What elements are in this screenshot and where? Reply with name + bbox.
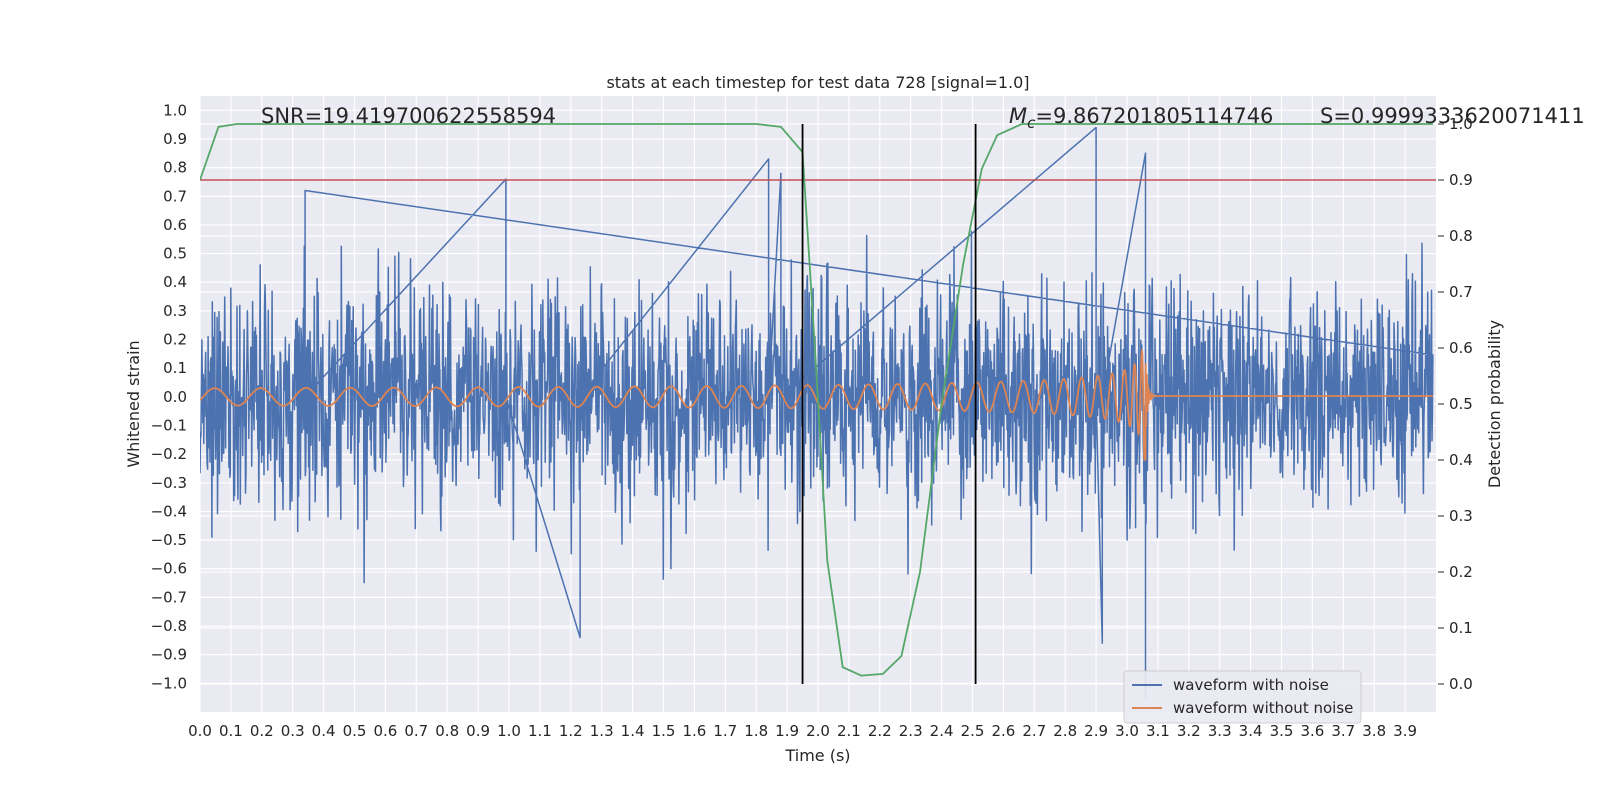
series-detection-probability xyxy=(200,123,1433,677)
x-tick-label: 0.3 xyxy=(281,722,305,740)
x-tick-label: 1.8 xyxy=(744,722,768,740)
x-tick-label: 3.1 xyxy=(1146,722,1170,740)
x-tick-label: 2.0 xyxy=(806,722,830,740)
x-tick-label: 3.9 xyxy=(1393,722,1417,740)
mc-subscript: c xyxy=(1027,114,1036,132)
x-tick-label: 0.4 xyxy=(312,722,336,740)
x-tick-label: 2.6 xyxy=(991,722,1015,740)
y-tick-label: −0.5 xyxy=(151,531,187,549)
x-tick-label: 0.5 xyxy=(343,722,367,740)
y-tick-label: 1.0 xyxy=(163,101,187,119)
x-tick-label: 1.3 xyxy=(590,722,614,740)
x-tick-label: 3.4 xyxy=(1239,722,1263,740)
x-tick-label: 0.8 xyxy=(435,722,459,740)
x-tick-label: 1.6 xyxy=(682,722,706,740)
series-waveform-with-noise xyxy=(200,126,1434,699)
y-axis-label: Whitened strain xyxy=(124,340,143,467)
x-tick-label: 1.1 xyxy=(528,722,552,740)
x-tick-label: 0.7 xyxy=(404,722,428,740)
y-tick-label: 0.7 xyxy=(163,187,187,205)
y2-tick-label: 0.5 xyxy=(1449,395,1473,413)
y-tick-label: −0.3 xyxy=(151,474,187,492)
x-tick-label: 1.9 xyxy=(775,722,799,740)
x-tick-label: 0.0 xyxy=(188,722,212,740)
y-tick-label: 0.5 xyxy=(163,245,187,263)
x-tick-label: 2.2 xyxy=(868,722,892,740)
x-tick-label: 3.2 xyxy=(1177,722,1201,740)
y-tick-label: −0.1 xyxy=(151,416,187,434)
y-tick-label: 0.2 xyxy=(163,331,187,349)
x-tick-label: 1.5 xyxy=(652,722,676,740)
mc-value: =9.867201805114746 xyxy=(1035,104,1273,128)
legend: waveform with noise waveform without noi… xyxy=(1123,670,1362,724)
x-tick-label: 3.5 xyxy=(1270,722,1294,740)
y-tick-label: −0.8 xyxy=(151,617,187,635)
x-tick-label: 2.1 xyxy=(837,722,861,740)
mc-annotation: Mc=9.867201805114746 xyxy=(1009,104,1273,132)
x-tick-label: 1.4 xyxy=(621,722,645,740)
y-tick-label: −0.6 xyxy=(151,560,187,578)
y2-tick-label: 0.0 xyxy=(1449,675,1473,693)
x-tick-label: 2.5 xyxy=(961,722,985,740)
x-tick-label: 3.7 xyxy=(1331,722,1355,740)
y-tick-label: 0.1 xyxy=(163,359,187,377)
y2-tick-label: 0.7 xyxy=(1449,283,1473,301)
y2-tick-label: 0.2 xyxy=(1449,563,1473,581)
y-tick-label: 0.0 xyxy=(163,388,187,406)
mc-symbol: M xyxy=(1009,104,1027,128)
x-tick-label: 0.6 xyxy=(373,722,397,740)
y-tick-label: 0.4 xyxy=(163,273,187,291)
x-tick-label: 2.8 xyxy=(1053,722,1077,740)
y-tick-label: −0.9 xyxy=(151,646,187,664)
y2-tick-label: 0.6 xyxy=(1449,339,1473,357)
x-tick-label: 0.1 xyxy=(219,722,243,740)
x-tick-label: 1.7 xyxy=(713,722,737,740)
x-tick-label: 1.0 xyxy=(497,722,521,740)
y2-tick-label: 0.1 xyxy=(1449,619,1473,637)
x-tick-label: 0.2 xyxy=(250,722,274,740)
y2-tick-label: 0.4 xyxy=(1449,451,1473,469)
x-axis-label: Time (s) xyxy=(784,746,850,765)
y-tick-label: −0.7 xyxy=(151,588,187,606)
x-tick-label: 0.9 xyxy=(466,722,490,740)
legend-label-clean: waveform without noise xyxy=(1173,699,1353,717)
y2-tick-label: 0.9 xyxy=(1449,171,1473,189)
x-tick-label: 3.6 xyxy=(1300,722,1324,740)
x-tick-label: 3.0 xyxy=(1115,722,1139,740)
x-tick-label: 2.7 xyxy=(1022,722,1046,740)
y2-tick-label: 0.3 xyxy=(1449,507,1473,525)
y2-tick-label: 1.0 xyxy=(1449,115,1473,133)
x-tick-label: 2.3 xyxy=(899,722,923,740)
y-tick-label: 0.3 xyxy=(163,302,187,320)
snr-annotation: SNR=19.419700622558594 xyxy=(261,104,556,128)
x-tick-label: 2.9 xyxy=(1084,722,1108,740)
y-tick-label: 0.9 xyxy=(163,130,187,148)
legend-label-noise: waveform with noise xyxy=(1173,676,1329,694)
y-tick-label: 0.8 xyxy=(163,159,187,177)
y2-axis-label: Detection probability xyxy=(1485,320,1504,488)
s-annotation: S=0.9999333620071411 xyxy=(1320,104,1585,128)
y-tick-label: −1.0 xyxy=(151,674,187,692)
x-tick-label: 3.3 xyxy=(1208,722,1232,740)
legend-box xyxy=(1123,670,1362,724)
y-tick-label: 0.6 xyxy=(163,216,187,234)
y-tick-label: −0.4 xyxy=(151,502,187,520)
x-tick-label: 3.8 xyxy=(1362,722,1386,740)
x-tick-label: 1.2 xyxy=(559,722,583,740)
x-tick-label: 2.4 xyxy=(930,722,954,740)
series-waveform-without-noise xyxy=(200,348,1433,461)
y2-tick-label: 0.8 xyxy=(1449,227,1473,245)
chart-title: stats at each timestep for test data 728… xyxy=(606,73,1029,92)
y-tick-label: −0.2 xyxy=(151,445,187,463)
